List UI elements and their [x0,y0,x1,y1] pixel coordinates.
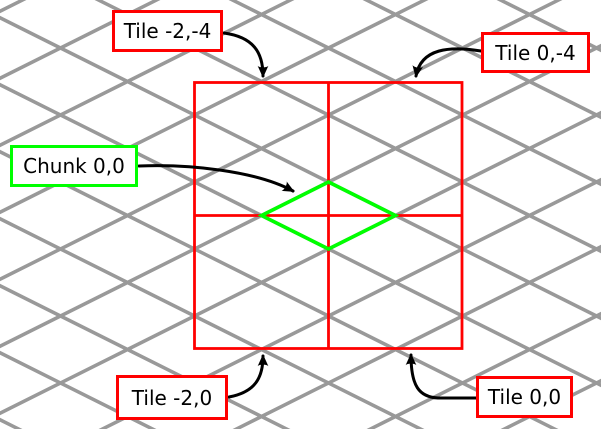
grid-line [0,43,601,349]
label-chunk: Chunk 0,0 [10,145,138,187]
grid-line [366,311,601,429]
tile-boundaries [193,81,464,350]
grid-line [0,0,161,81]
arrow-tile-ne [412,47,483,78]
chunk-diamond [257,180,400,251]
label-tile-ne: Tile 0,-4 [481,32,590,73]
grid-line [0,0,563,282]
grid-line [0,216,425,429]
grid-line [0,283,291,429]
grid-line [0,110,601,416]
arrow-tile-sw [227,354,269,399]
grid-line [98,177,601,429]
arrow-chunk [137,164,295,193]
annotation-arrows [137,31,483,400]
label-tile-se: Tile 0,0 [476,376,573,418]
label-tile-nw: Tile -2,-4 [112,10,223,52]
grid-line [0,0,295,148]
arrow-tile-nw [222,31,269,78]
grid-line [232,244,601,429]
grid-line [0,82,601,388]
grid-line [0,350,157,429]
arrow-tile-se [405,353,478,400]
label-tile-sw: Tile -2,0 [116,375,228,420]
grid-line [0,0,601,3]
